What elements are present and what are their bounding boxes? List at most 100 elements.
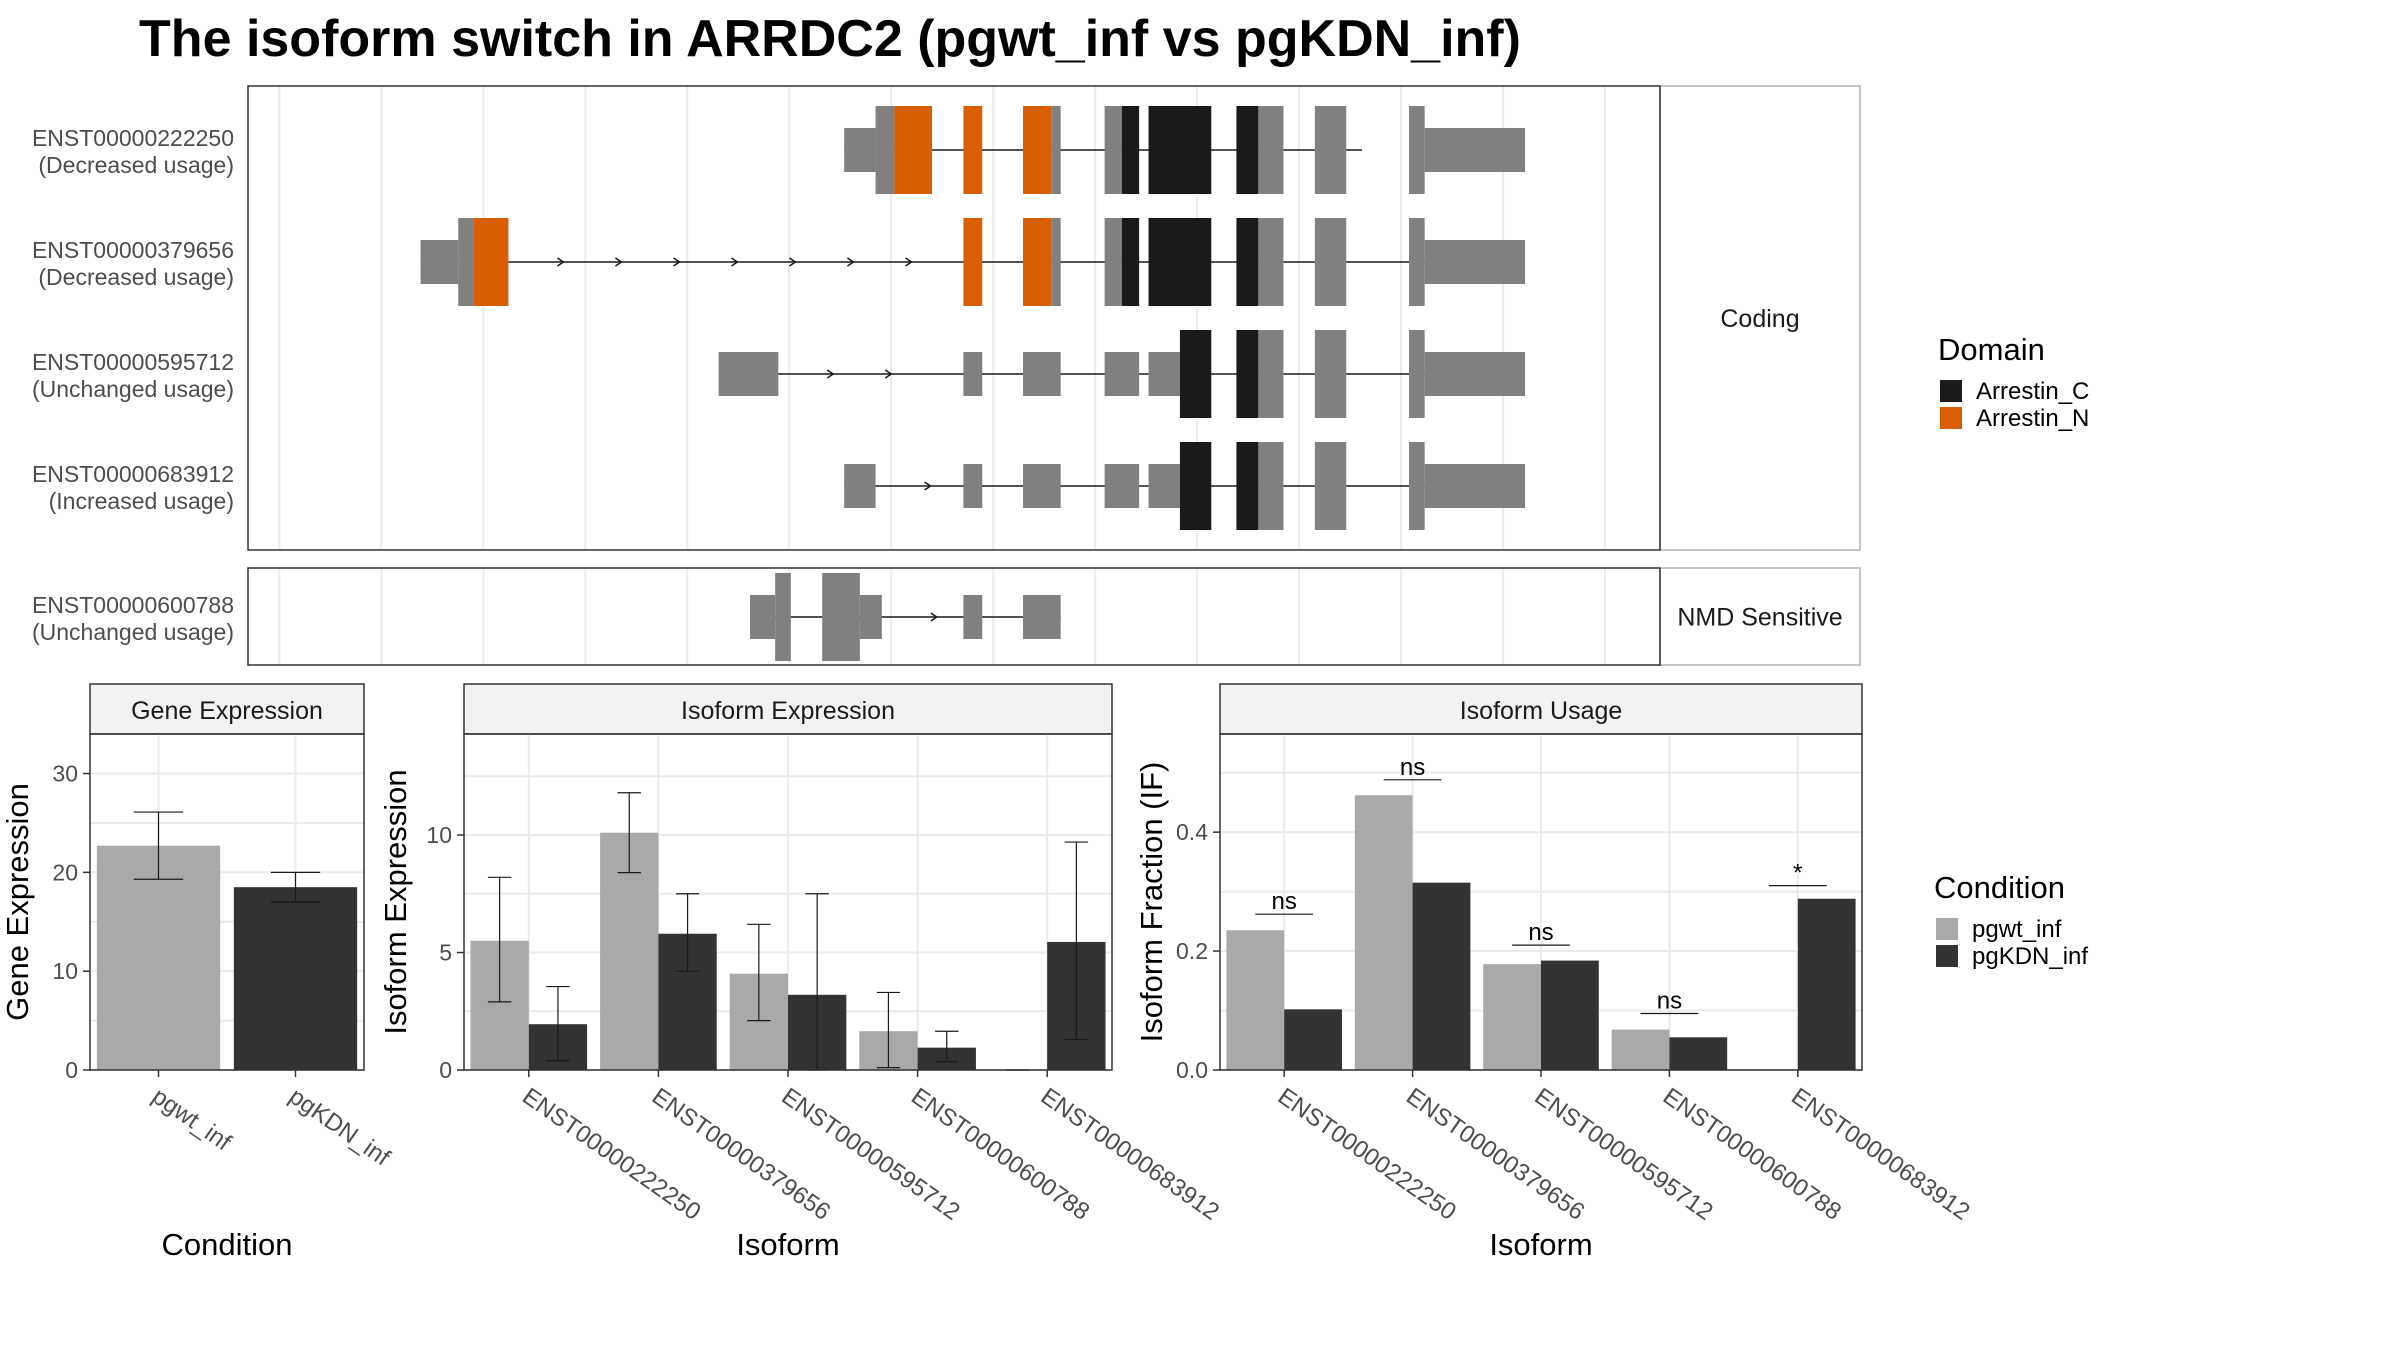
y-tick-label: 0.2 (1176, 938, 1208, 964)
transcript-usage-label: (Decreased usage) (38, 152, 234, 178)
utr-exon (1424, 240, 1526, 284)
transcript-id-label: ENST00000600788 (32, 592, 234, 618)
strand-arrow (924, 481, 932, 491)
domain-legend-title: Domain (1938, 332, 2045, 367)
facet-strip-label: Coding (1720, 305, 1799, 333)
utr-exon (1023, 352, 1061, 396)
significance-label: ns (1400, 754, 1425, 781)
domain-exon-arrestin-c (1148, 106, 1212, 194)
domain-exon-arrestin-n (963, 106, 983, 194)
domain-exon-arrestin-n (1023, 218, 1052, 306)
domain-exon-arrestin-c (1121, 106, 1140, 194)
utr-exon (963, 352, 983, 396)
cds-exon (1408, 106, 1425, 194)
y-tick-label: 0.0 (1176, 1057, 1208, 1083)
utr-exon (859, 595, 882, 639)
transcript-id-label: ENST00000595712 (32, 349, 234, 375)
domain-exon-arrestin-n (963, 218, 983, 306)
cds-exon (1258, 442, 1284, 530)
strand-arrow (905, 257, 913, 267)
utr-exon (1424, 464, 1526, 508)
transcript-usage-label: (Unchanged usage) (32, 619, 234, 645)
x-axis-title: Isoform (1489, 1227, 1592, 1262)
cds-exon (1408, 330, 1425, 418)
structure-panel-border (247, 567, 1661, 666)
strand-arrow (789, 257, 797, 267)
utr-exon (1104, 464, 1140, 508)
utr-exon (1148, 352, 1180, 396)
bar (1611, 1029, 1670, 1070)
y-axis-title: Isoform Fraction (IF) (1134, 762, 1169, 1043)
panel-strip (1219, 683, 1863, 735)
bar (1541, 960, 1599, 1070)
utr-exon (844, 128, 876, 172)
strand-arrow (557, 257, 565, 267)
domain-exon-arrestin-n (894, 106, 933, 194)
domain-exon-arrestin-c (1148, 218, 1212, 306)
panel-strip (89, 683, 365, 735)
cds-exon (458, 218, 474, 306)
x-axis-title: Condition (162, 1227, 293, 1262)
cds-exon (1314, 442, 1347, 530)
utr-exon (1424, 128, 1526, 172)
utr-exon (1023, 464, 1061, 508)
x-tick-label: pgKDN_inf (284, 1083, 395, 1172)
cds-exon (1314, 330, 1347, 418)
bar (233, 887, 358, 1070)
plot-border (89, 733, 365, 1071)
bar (1284, 1009, 1342, 1070)
condition-legend-swatch (1936, 918, 1958, 940)
panel-strip-label: Isoform Usage (1460, 697, 1623, 725)
cds-exon (1051, 106, 1061, 194)
condition-legend-label: pgwt_inf (1972, 916, 2062, 943)
transcript-usage-label: (Decreased usage) (38, 264, 234, 290)
bar-charts: Gene Expression 0 10 20 30 pgwt_inf pgKDN_inf C… (0, 683, 1975, 1262)
y-tick-label: 0.4 (1176, 819, 1208, 845)
domain-exon-arrestin-n (1023, 106, 1052, 194)
domain-legend-label: Arrestin_C (1976, 378, 2089, 405)
utr-exon (1023, 595, 1061, 639)
cds-exon (822, 573, 860, 661)
utr-exon (1104, 352, 1140, 396)
cds-exon (1314, 106, 1347, 194)
cds-exon (1314, 218, 1347, 306)
significance-label: ns (1528, 919, 1553, 946)
utr-exon (1424, 352, 1526, 396)
utr-exon (963, 464, 983, 508)
domain-exon-arrestin-c (1236, 106, 1259, 194)
bar (1412, 882, 1471, 1070)
cds-exon (1258, 218, 1284, 306)
strand-arrow (930, 612, 939, 622)
y-tick-label: 10 (426, 822, 452, 848)
cds-exon (1258, 330, 1284, 418)
domain-exon-arrestin-c (1179, 330, 1212, 418)
y-axis-title: Isoform Expression (378, 769, 413, 1034)
x-tick-label: pgwt_inf (147, 1083, 236, 1157)
utr-exon (750, 595, 776, 639)
utr-exon (844, 464, 876, 508)
cds-exon (775, 573, 791, 661)
structure-panel-border (247, 85, 1661, 551)
utr-exon (420, 240, 459, 284)
cds-exon (1051, 218, 1061, 306)
panel-strip (463, 683, 1113, 735)
significance-label: * (1793, 860, 1802, 887)
strand-arrow (884, 369, 893, 379)
domain-exon-arrestin-c (1179, 442, 1212, 530)
domain-exon-arrestin-c (1236, 218, 1259, 306)
domain-exon-arrestin-n (473, 218, 509, 306)
facet-strip (1659, 567, 1861, 666)
domain-exon-arrestin-c (1236, 330, 1259, 418)
y-tick-label: 5 (439, 940, 452, 966)
significance-label: ns (1272, 888, 1297, 915)
y-tick-label: 30 (52, 761, 78, 787)
transcript-id-label: ENST00000222250 (32, 125, 234, 151)
strand-arrow (673, 257, 681, 267)
utr-exon (718, 352, 779, 396)
y-tick-label: 0 (439, 1057, 452, 1083)
cds-exon (1104, 218, 1122, 306)
bar (1483, 964, 1541, 1070)
